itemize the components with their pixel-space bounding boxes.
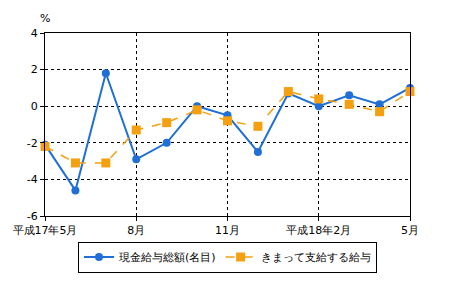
svg-text:現金給与総額(名目): 現金給与総額(名目) [119, 251, 216, 264]
svg-text:きまって支給する給与: きまって支給する給与 [261, 251, 371, 264]
svg-text:%: % [40, 12, 50, 25]
svg-text:5月: 5月 [401, 224, 419, 237]
svg-text:-2: -2 [27, 137, 38, 150]
svg-text:平成18年2月: 平成18年2月 [286, 224, 351, 237]
svg-text:2: 2 [31, 63, 38, 76]
svg-text:-4: -4 [27, 173, 38, 186]
svg-text:4: 4 [31, 27, 38, 40]
svg-text:平成17年5月: 平成17年5月 [13, 224, 78, 237]
svg-text:0: 0 [31, 100, 38, 113]
svg-text:-6: -6 [27, 210, 38, 223]
svg-text:11月: 11月 [215, 224, 240, 237]
svg-text:8月: 8月 [127, 224, 145, 237]
